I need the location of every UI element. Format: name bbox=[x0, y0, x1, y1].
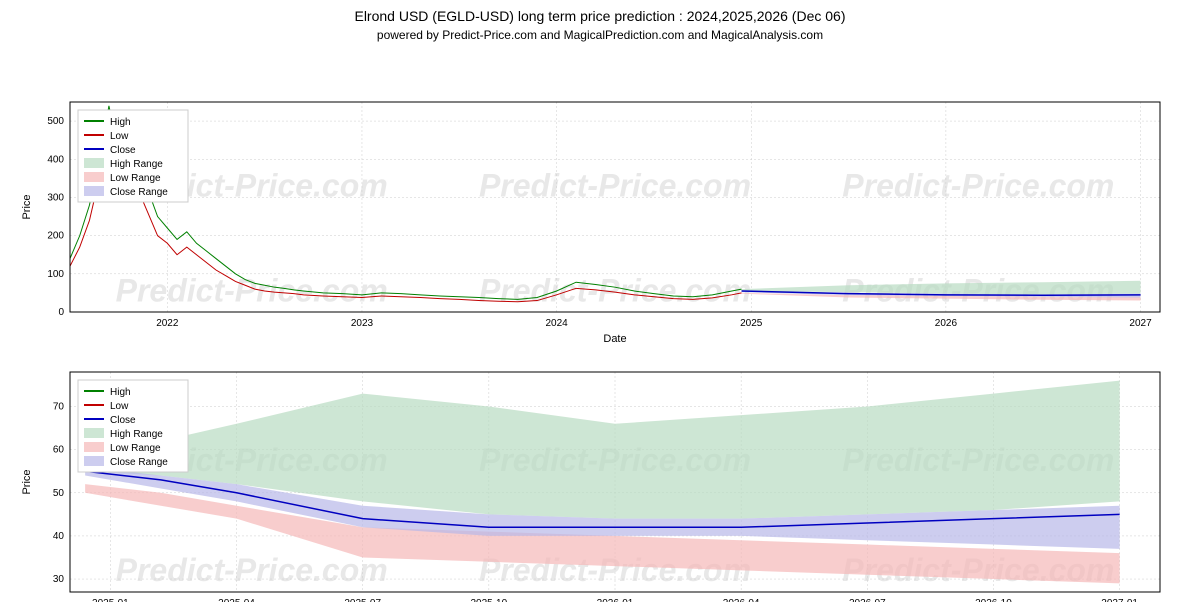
svg-text:Predict-Price.com: Predict-Price.com bbox=[116, 273, 388, 309]
svg-text:Price: Price bbox=[21, 194, 33, 219]
svg-text:2025-10: 2025-10 bbox=[470, 598, 507, 602]
svg-text:50: 50 bbox=[53, 488, 65, 499]
svg-text:Predict-Price.com: Predict-Price.com bbox=[842, 168, 1114, 204]
svg-text:2026: 2026 bbox=[935, 318, 958, 329]
chart-svg: Predict-Price.com Predict-Price.com Predic… bbox=[0, 42, 1200, 602]
svg-text:2022: 2022 bbox=[156, 318, 179, 329]
svg-text:Close Range: Close Range bbox=[110, 187, 168, 198]
svg-text:0: 0 bbox=[58, 307, 64, 318]
svg-text:100: 100 bbox=[47, 269, 64, 280]
svg-text:High Range: High Range bbox=[110, 429, 163, 440]
svg-text:Close Range: Close Range bbox=[110, 457, 168, 468]
svg-text:Close: Close bbox=[110, 145, 136, 156]
svg-text:2025-04: 2025-04 bbox=[218, 598, 255, 602]
svg-text:200: 200 bbox=[47, 231, 64, 242]
svg-text:2024: 2024 bbox=[545, 318, 568, 329]
svg-text:Price: Price bbox=[21, 469, 33, 494]
svg-text:2025: 2025 bbox=[740, 318, 763, 329]
svg-text:2027-01: 2027-01 bbox=[1101, 598, 1138, 602]
svg-text:Low: Low bbox=[110, 131, 129, 142]
svg-text:2026-04: 2026-04 bbox=[723, 598, 760, 602]
svg-text:2025-01: 2025-01 bbox=[92, 598, 129, 602]
svg-text:2026-01: 2026-01 bbox=[597, 598, 634, 602]
svg-text:2023: 2023 bbox=[351, 318, 374, 329]
svg-text:2025-07: 2025-07 bbox=[344, 598, 381, 602]
svg-text:Low Range: Low Range bbox=[110, 173, 161, 184]
svg-text:2026-07: 2026-07 bbox=[849, 598, 886, 602]
chart-subtitle: powered by Predict-Price.com and Magical… bbox=[0, 24, 1200, 42]
svg-text:Predict-Price.com: Predict-Price.com bbox=[116, 552, 388, 588]
svg-text:40: 40 bbox=[53, 531, 65, 542]
svg-text:High: High bbox=[110, 117, 131, 128]
svg-text:Low: Low bbox=[110, 401, 129, 412]
svg-text:High Range: High Range bbox=[110, 159, 163, 170]
svg-text:Date: Date bbox=[603, 333, 626, 345]
svg-text:500: 500 bbox=[47, 116, 64, 127]
svg-text:60: 60 bbox=[53, 445, 65, 456]
svg-text:30: 30 bbox=[53, 574, 65, 585]
svg-text:300: 300 bbox=[47, 192, 64, 203]
svg-text:2027: 2027 bbox=[1129, 318, 1152, 329]
svg-text:Low Range: Low Range bbox=[110, 443, 161, 454]
svg-text:70: 70 bbox=[53, 402, 65, 413]
svg-text:400: 400 bbox=[47, 154, 64, 165]
svg-text:2026-10: 2026-10 bbox=[975, 598, 1012, 602]
chart-title: Elrond USD (EGLD-USD) long term price pr… bbox=[0, 0, 1200, 24]
svg-text:Predict-Price.com: Predict-Price.com bbox=[479, 168, 751, 204]
svg-text:Predict-Price.com: Predict-Price.com bbox=[479, 273, 751, 309]
svg-text:Close: Close bbox=[110, 415, 136, 426]
svg-text:High: High bbox=[110, 387, 131, 398]
